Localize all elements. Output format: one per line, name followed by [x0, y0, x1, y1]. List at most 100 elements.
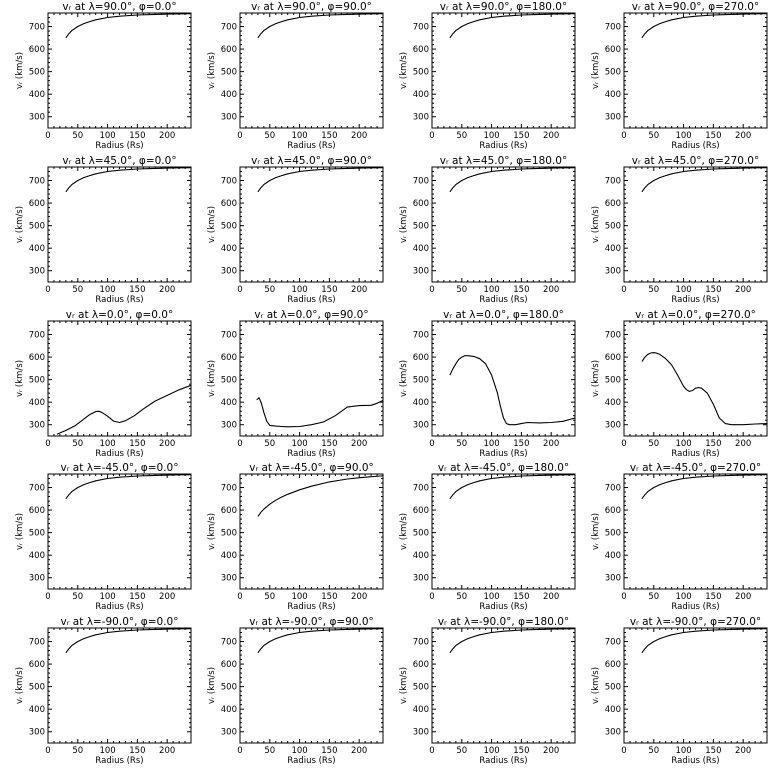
- x-tick-label: 150: [129, 131, 145, 141]
- y-tick-label: 500: [29, 683, 45, 693]
- subplot-title: vᵣ at λ=0.0°, φ=90.0°: [254, 309, 368, 321]
- y-tick-label: 300: [605, 574, 621, 584]
- series-line: [449, 474, 576, 500]
- y-tick-label: 500: [605, 376, 621, 386]
- x-tick-label: 100: [99, 592, 115, 602]
- x-tick-label: 150: [513, 746, 529, 756]
- x-tick-label: 0: [237, 746, 242, 756]
- x-axis-label: Radius (Rs): [95, 756, 143, 766]
- x-tick-label: 0: [621, 285, 626, 295]
- x-tick-label: 50: [648, 592, 659, 602]
- x-tick-label: 100: [291, 439, 307, 449]
- y-tick-label: 500: [29, 222, 45, 232]
- x-tick-label: 0: [237, 439, 242, 449]
- y-axis-label: vᵣ (km/s): [15, 206, 25, 243]
- y-axis-label: vᵣ (km/s): [15, 667, 25, 704]
- y-tick-label: 300: [221, 574, 237, 584]
- x-tick-label: 0: [429, 131, 434, 141]
- x-tick-label: 200: [351, 746, 367, 756]
- subplot-6: vᵣ at λ=45.0°, φ=90.0° 0 50 100 150 200 300 400…: [207, 155, 384, 305]
- plot-frame: [623, 166, 768, 283]
- subplot-title: vᵣ at λ=45.0°, φ=270.0°: [632, 155, 760, 167]
- x-tick-label: 0: [45, 592, 50, 602]
- y-axis-label: vᵣ (km/s): [399, 52, 409, 89]
- y-tick-label: 700: [605, 638, 621, 648]
- x-tick-label: 0: [45, 285, 50, 295]
- y-tick-label: 600: [221, 506, 237, 516]
- y-axis-label: vᵣ (km/s): [399, 360, 409, 397]
- x-tick-label: 50: [72, 131, 83, 141]
- x-axis-label: Radius (Rs): [671, 141, 719, 151]
- y-tick-label: 500: [29, 68, 45, 78]
- x-axis-label: Radius (Rs): [95, 141, 143, 151]
- subplot-title: vᵣ at λ=-90.0°, φ=270.0°: [630, 616, 761, 628]
- y-axis-label: vᵣ (km/s): [15, 513, 25, 550]
- y-tick-label: 300: [29, 421, 45, 431]
- y-tick-label: 500: [221, 529, 237, 539]
- x-tick-label: 150: [321, 592, 337, 602]
- x-tick-label: 50: [456, 746, 467, 756]
- plot-frame: [47, 320, 192, 437]
- x-tick-label: 200: [543, 131, 559, 141]
- y-tick-label: 500: [413, 529, 429, 539]
- y-tick-label: 400: [605, 551, 621, 561]
- x-tick-label: 100: [291, 592, 307, 602]
- x-tick-label: 150: [129, 285, 145, 295]
- y-tick-label: 400: [221, 244, 237, 254]
- y-tick-label: 400: [221, 398, 237, 408]
- x-tick-label: 50: [72, 592, 83, 602]
- plot-frame: [623, 12, 768, 129]
- x-axis-label: Radius (Rs): [287, 449, 335, 459]
- subplot-title: vᵣ at λ=90.0°, φ=0.0°: [62, 1, 176, 13]
- x-tick-label: 200: [159, 131, 175, 141]
- y-tick-label: 300: [221, 267, 237, 277]
- y-tick-label: 700: [413, 177, 429, 187]
- series-line: [257, 13, 384, 39]
- x-tick-label: 150: [129, 439, 145, 449]
- x-tick-label: 0: [429, 592, 434, 602]
- subplot-title: vᵣ at λ=45.0°, φ=90.0°: [251, 155, 372, 167]
- y-tick-label: 700: [29, 331, 45, 341]
- x-tick-label: 50: [72, 439, 83, 449]
- y-tick-label: 700: [221, 638, 237, 648]
- y-tick-label: 600: [29, 660, 45, 670]
- y-tick-label: 500: [221, 683, 237, 693]
- x-tick-label: 0: [45, 439, 50, 449]
- x-tick-label: 0: [429, 285, 434, 295]
- x-tick-label: 50: [456, 439, 467, 449]
- y-tick-label: 400: [29, 244, 45, 254]
- x-axis-label: Radius (Rs): [479, 295, 527, 305]
- x-tick-label: 0: [237, 285, 242, 295]
- x-axis-label: Radius (Rs): [671, 756, 719, 766]
- y-tick-label: 700: [29, 177, 45, 187]
- y-tick-label: 500: [29, 529, 45, 539]
- subplot-17: vᵣ at λ=-90.0°, φ=0.0° 0 50 100 150 200 300 400…: [15, 616, 192, 766]
- y-axis-label: vᵣ (km/s): [207, 52, 217, 89]
- plot-frame: [239, 320, 384, 437]
- x-tick-label: 50: [648, 746, 659, 756]
- x-axis-label: Radius (Rs): [671, 295, 719, 305]
- y-axis-label: vᵣ (km/s): [399, 206, 409, 243]
- x-tick-label: 200: [159, 285, 175, 295]
- x-tick-label: 150: [513, 285, 529, 295]
- x-tick-label: 200: [735, 131, 751, 141]
- y-axis-label: vᵣ (km/s): [207, 667, 217, 704]
- y-tick-label: 700: [413, 638, 429, 648]
- y-tick-label: 700: [413, 23, 429, 33]
- y-tick-label: 500: [221, 222, 237, 232]
- x-tick-label: 50: [264, 592, 275, 602]
- x-tick-label: 100: [99, 131, 115, 141]
- series-line: [641, 628, 768, 654]
- y-tick-label: 600: [605, 45, 621, 55]
- y-tick-label: 600: [29, 506, 45, 516]
- subplot-title: vᵣ at λ=90.0°, φ=90.0°: [251, 1, 372, 13]
- x-tick-label: 0: [621, 439, 626, 449]
- y-tick-label: 700: [29, 484, 45, 494]
- x-tick-label: 150: [513, 439, 529, 449]
- series-line: [257, 475, 384, 517]
- subplot-title: vᵣ at λ=45.0°, φ=0.0°: [62, 155, 176, 167]
- series-line: [641, 167, 768, 193]
- subplot-title: vᵣ at λ=90.0°, φ=180.0°: [440, 1, 568, 13]
- subplot-title: vᵣ at λ=45.0°, φ=180.0°: [440, 155, 568, 167]
- y-tick-label: 600: [605, 660, 621, 670]
